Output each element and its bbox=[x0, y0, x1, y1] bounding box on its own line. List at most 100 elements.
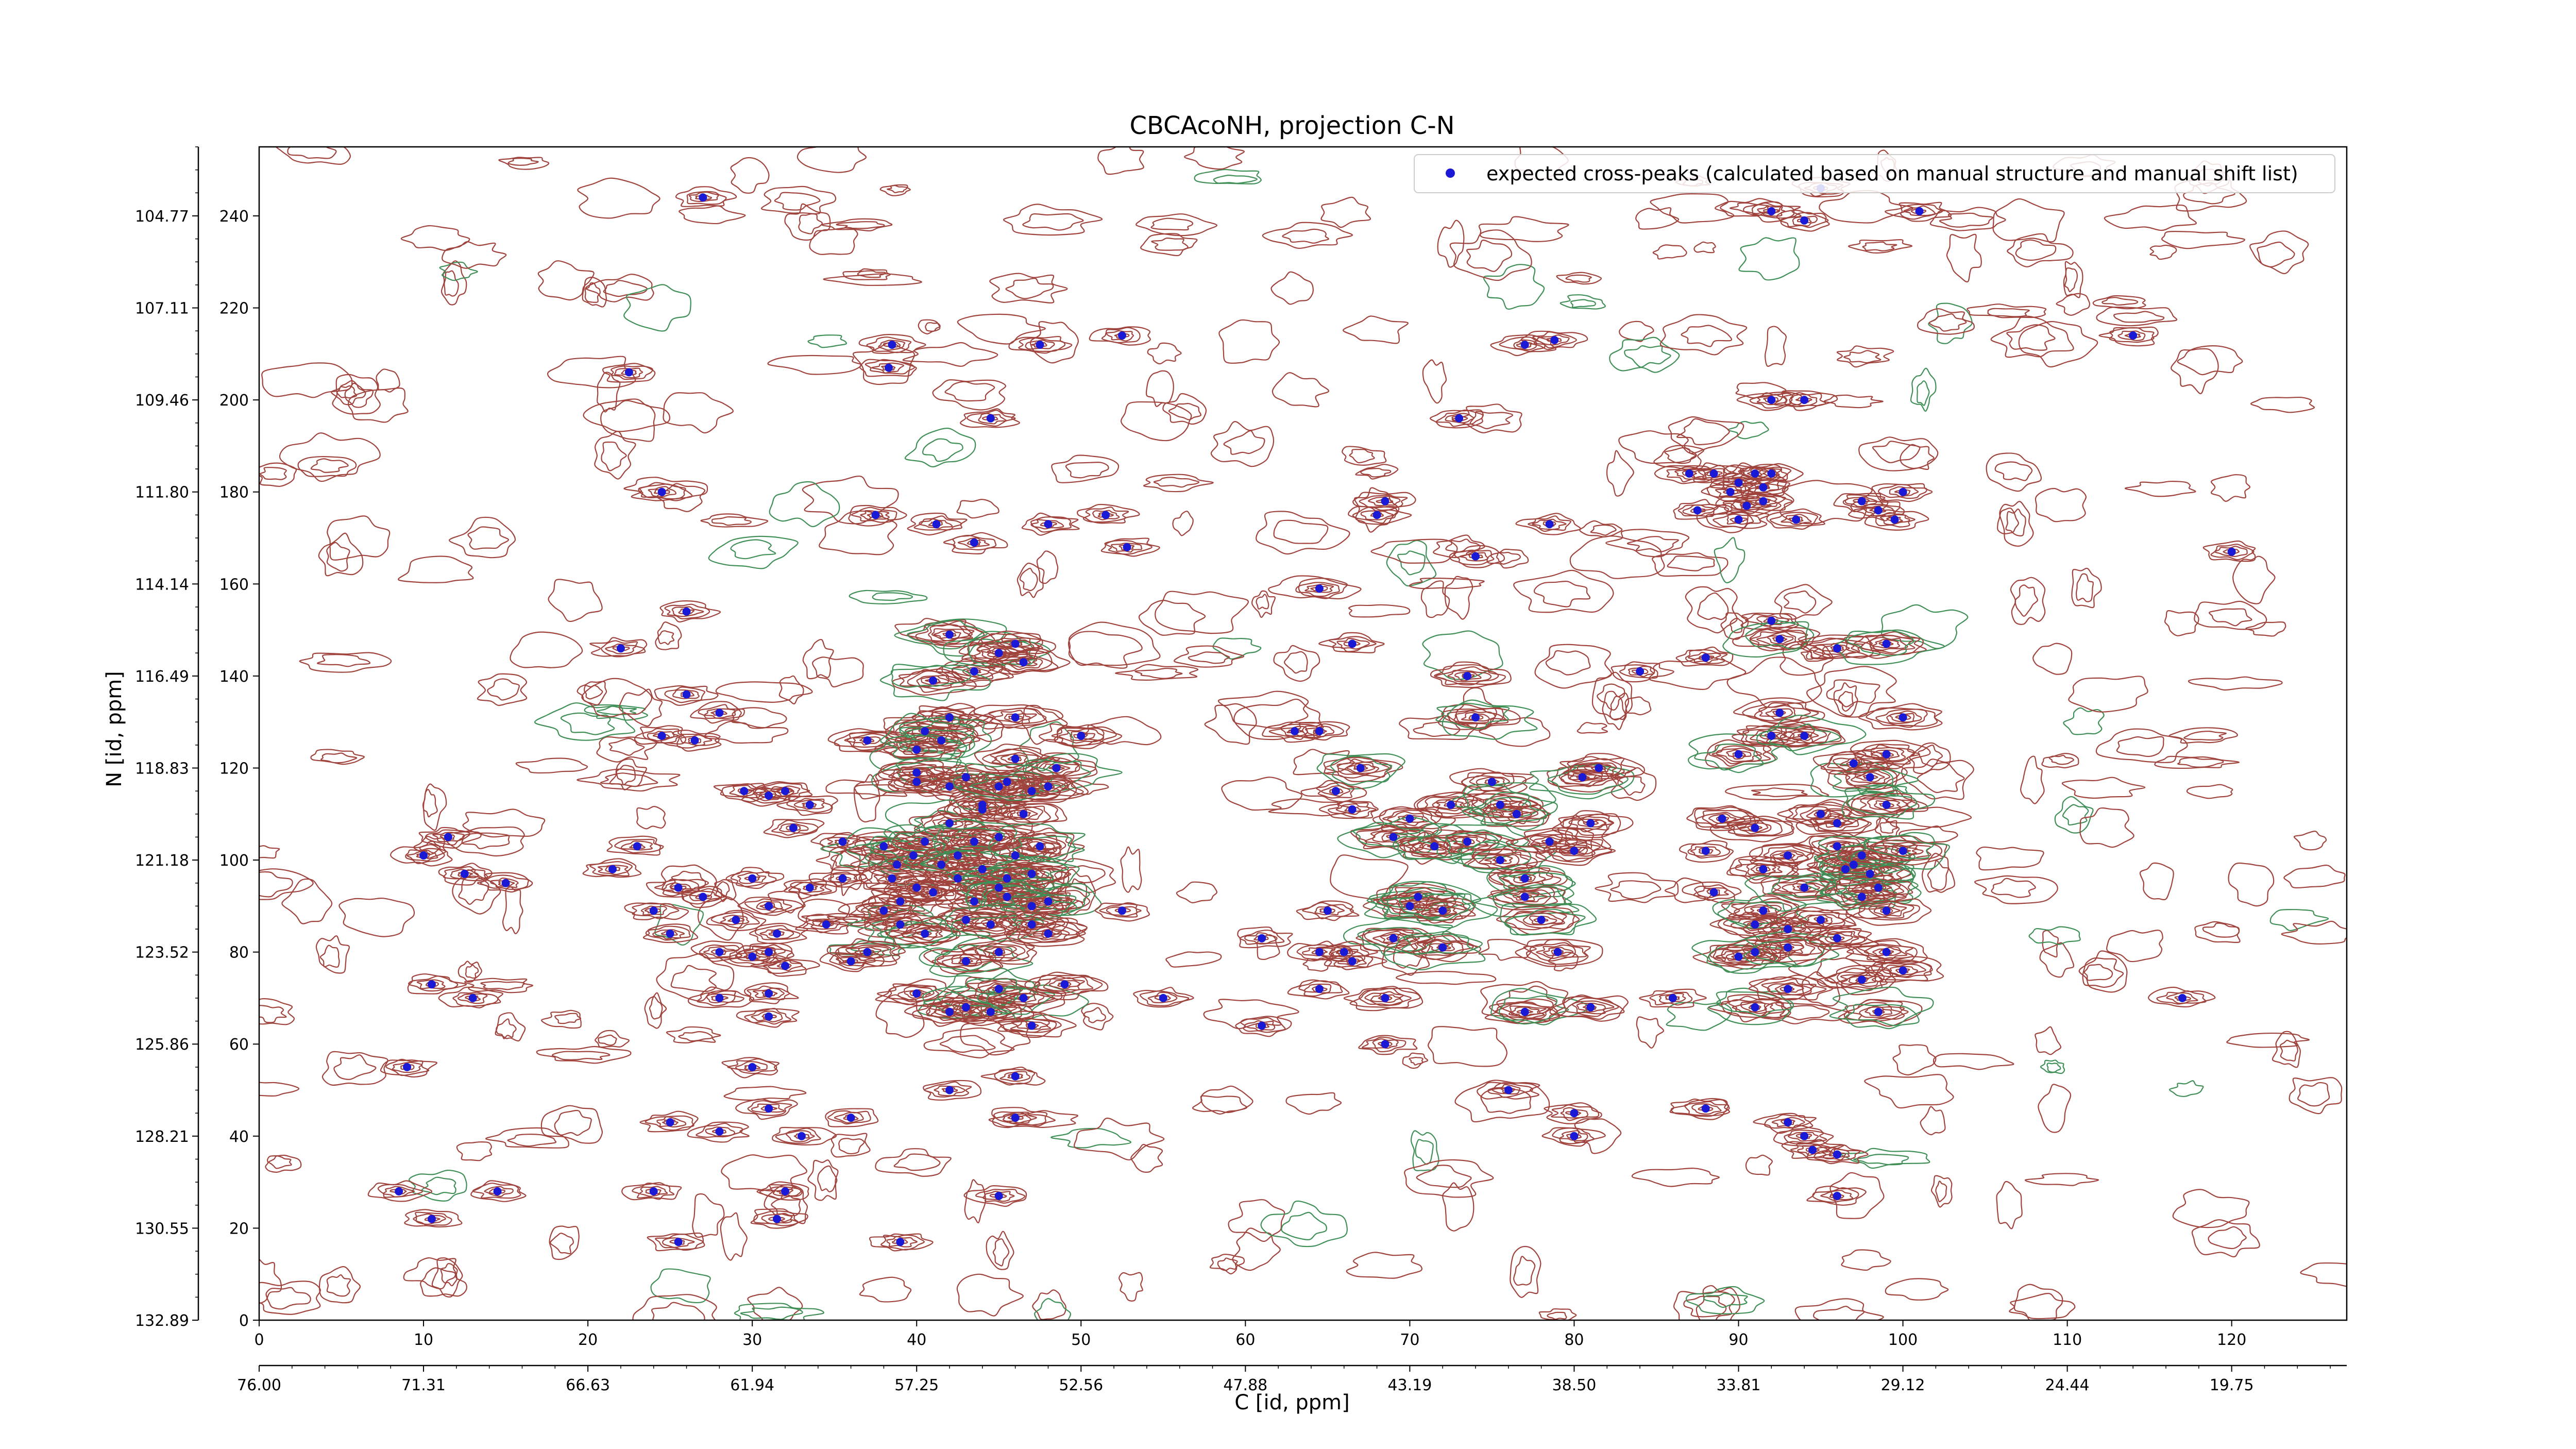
noise-contour bbox=[740, 1306, 803, 1320]
peak-contour bbox=[1740, 1002, 1767, 1013]
noise-contour bbox=[480, 981, 525, 990]
x-ppm-tick-label: 33.81 bbox=[1717, 1376, 1761, 1394]
peak-marker bbox=[608, 865, 617, 873]
peak-contour bbox=[1304, 583, 1334, 593]
peak-contour-negative bbox=[1841, 784, 1936, 820]
x-tick-label: 10 bbox=[414, 1331, 433, 1349]
peak-contour bbox=[1555, 844, 1596, 857]
peak-contour bbox=[869, 1233, 934, 1252]
peak-contour-negative bbox=[953, 763, 1054, 801]
peak-marker bbox=[1438, 943, 1447, 952]
peak-marker bbox=[1586, 819, 1595, 828]
peak-contour bbox=[392, 1062, 422, 1073]
noise-contour bbox=[1165, 951, 1222, 968]
peak-contour bbox=[1658, 992, 1686, 1004]
peak-contour bbox=[477, 872, 533, 893]
noise-contour bbox=[409, 1169, 467, 1202]
peak-contour bbox=[639, 1186, 668, 1197]
peak-contour bbox=[1012, 838, 1061, 856]
peak-contour bbox=[1428, 905, 1458, 916]
noise-contour bbox=[1016, 562, 1045, 598]
peak-contour bbox=[1329, 788, 1344, 795]
peak-contour bbox=[1875, 961, 1933, 979]
peak-contour bbox=[689, 890, 720, 903]
noise-contour bbox=[1034, 1298, 1072, 1320]
noise-contour bbox=[1134, 667, 1183, 679]
peak-contour bbox=[687, 1121, 750, 1143]
peak-contour bbox=[1387, 811, 1429, 827]
peak-contour bbox=[614, 838, 664, 854]
noise-contour bbox=[498, 157, 550, 170]
noise-contour bbox=[310, 458, 349, 473]
peak-contour bbox=[752, 987, 785, 999]
peak-contour bbox=[975, 982, 1023, 995]
peak-marker bbox=[1685, 469, 1693, 478]
noise-contour bbox=[465, 964, 479, 979]
peak-contour bbox=[1009, 657, 1038, 668]
peak-contour bbox=[1853, 744, 1920, 765]
peak-contour bbox=[1511, 1006, 1540, 1018]
noise-contour bbox=[1673, 1291, 1735, 1320]
peak-contour bbox=[1891, 845, 1918, 857]
noise-contour bbox=[2068, 676, 2148, 713]
peak-contour-negative bbox=[1820, 865, 1922, 905]
peak-contour bbox=[1396, 933, 1477, 963]
noise-contour bbox=[723, 1086, 807, 1101]
peak-contour bbox=[1742, 947, 1771, 957]
peak-marker bbox=[748, 874, 757, 883]
peak-contour bbox=[1379, 806, 1456, 834]
noise-contour bbox=[577, 768, 681, 792]
peak-contour bbox=[1859, 1005, 1901, 1018]
peak-contour bbox=[744, 944, 793, 961]
noise-contour bbox=[485, 1127, 569, 1149]
peak-contour bbox=[1453, 710, 1496, 724]
peak-marker bbox=[1496, 856, 1504, 865]
noise-contour bbox=[2035, 487, 2087, 523]
peak-contour bbox=[1733, 697, 1825, 725]
peak-contour bbox=[390, 844, 453, 867]
peak-marker bbox=[1389, 833, 1398, 841]
peak-marker bbox=[1027, 1021, 1036, 1030]
peak-contour bbox=[655, 1234, 704, 1251]
peak-contour bbox=[1021, 512, 1080, 536]
noise-contour bbox=[268, 1155, 292, 1169]
noise-contour bbox=[1176, 881, 1217, 903]
x-tick-label: 40 bbox=[907, 1331, 926, 1349]
noise-contour bbox=[1496, 551, 1521, 565]
peak-marker bbox=[945, 819, 954, 828]
peak-contour bbox=[875, 978, 961, 1007]
peak-contour bbox=[1288, 721, 1350, 741]
peak-contour bbox=[601, 640, 645, 658]
noise-contour bbox=[1420, 580, 1450, 618]
noise-contour bbox=[893, 1153, 941, 1171]
peak-contour bbox=[904, 997, 991, 1027]
noise-contour bbox=[319, 945, 340, 968]
peak-contour bbox=[737, 872, 767, 884]
noise-contour bbox=[1921, 853, 1955, 893]
x-ppm-tick-label: 57.25 bbox=[894, 1376, 939, 1394]
peak-marker bbox=[1874, 883, 1883, 892]
peak-marker bbox=[1019, 993, 1028, 1002]
peak-contour bbox=[656, 1116, 687, 1128]
peak-marker bbox=[846, 1114, 855, 1122]
noise-contour bbox=[1442, 1182, 1475, 1232]
x-ppm-tick-label: 52.56 bbox=[1059, 1376, 1103, 1394]
peak-marker bbox=[1874, 506, 1883, 515]
noise-contour bbox=[1751, 787, 1808, 797]
peak-marker bbox=[1882, 750, 1891, 759]
peak-contour-negative bbox=[1486, 865, 1576, 898]
noise-contour bbox=[1929, 207, 2006, 231]
peak-contour bbox=[747, 985, 790, 1001]
noise-contour bbox=[1579, 520, 1623, 538]
noise-contour bbox=[2194, 600, 2267, 630]
peak-contour bbox=[908, 620, 990, 648]
peak-contour-negative bbox=[1463, 782, 1556, 818]
noise-contour bbox=[347, 387, 409, 423]
noise-contour bbox=[1681, 325, 1733, 347]
noise-contour bbox=[1602, 690, 1630, 730]
noise-contour bbox=[2183, 730, 2227, 741]
peak-contour bbox=[826, 938, 906, 967]
peak-marker bbox=[797, 1132, 806, 1140]
peak-marker bbox=[1800, 396, 1809, 405]
peak-contour bbox=[1030, 519, 1064, 530]
